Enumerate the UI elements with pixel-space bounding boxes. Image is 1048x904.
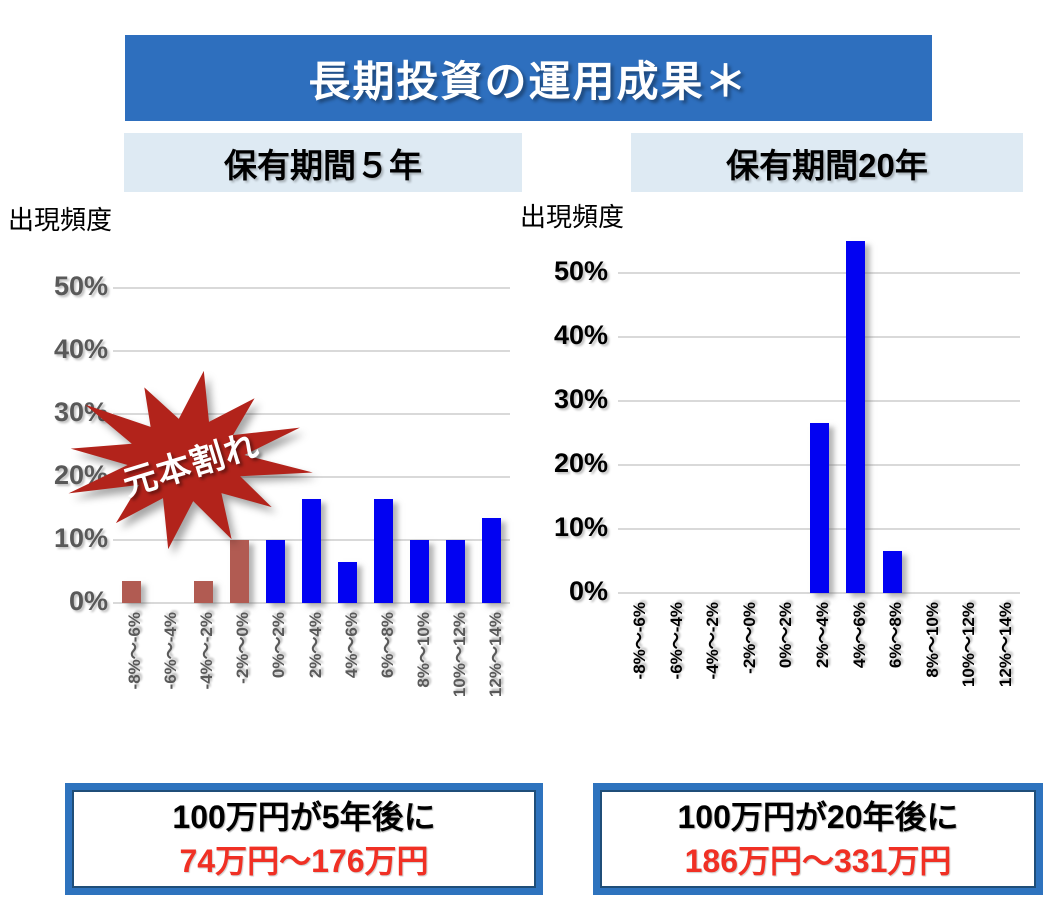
- title-banner: 長期投資の運用成果＊: [125, 35, 932, 121]
- starburst-shape: [68, 370, 313, 550]
- x-tick-label: -6%〜-4%: [666, 602, 686, 680]
- x-tick-label: 2%〜4%: [813, 602, 832, 669]
- gridline: [618, 336, 1020, 338]
- result-box-20yr: 100万円が20年後に 186万円〜331万円: [593, 783, 1043, 895]
- bar: [846, 241, 866, 593]
- y-tick-label: 0%: [568, 576, 608, 606]
- bar: [809, 423, 829, 593]
- bar: [338, 562, 358, 603]
- x-tick-label: 4%〜6%: [849, 602, 869, 669]
- y-tick-label: 20%: [553, 448, 608, 478]
- y-axis-title-5yr: 出現頻度: [8, 205, 113, 235]
- gridline: [113, 602, 510, 604]
- starburst-badge: [68, 370, 313, 550]
- x-tick-label: 12%〜14%: [995, 602, 1015, 688]
- gridline: [618, 400, 1020, 402]
- result-box-5yr: 100万円が5年後に 74万円〜176万円: [65, 783, 543, 895]
- bar: [229, 540, 249, 603]
- bar: [302, 499, 321, 603]
- bar: [265, 540, 285, 603]
- gridline: [618, 592, 1020, 594]
- x-tick-label: -2%〜0%: [739, 602, 759, 674]
- result-20yr-range: 186万円〜331万円: [684, 842, 952, 879]
- y-tick-label: 50%: [553, 256, 608, 286]
- result-5yr-range: 74万円〜176万円: [179, 842, 429, 879]
- y-tick-label: 50%: [53, 271, 108, 301]
- gridline: [113, 350, 510, 352]
- x-tick-label: 6%〜8%: [886, 602, 906, 669]
- bar: [374, 499, 394, 603]
- y-tick-label: 10%: [53, 523, 108, 553]
- bar: [193, 580, 213, 603]
- gridline: [113, 476, 510, 478]
- bar: [882, 551, 902, 593]
- bar: [121, 580, 141, 603]
- gridline: [113, 413, 510, 415]
- gridline: [113, 287, 510, 289]
- page-title: 長期投資の運用成果＊: [308, 57, 749, 105]
- y-axis-title-20yr: 出現頻度: [520, 202, 625, 232]
- y-tick-label: 10%: [553, 512, 608, 542]
- y-tick-label: 40%: [553, 320, 608, 350]
- gridline: [618, 272, 1020, 274]
- x-tick-label: 10%〜12%: [959, 602, 979, 688]
- y-tick-label: 40%: [53, 334, 108, 364]
- y-tick-label: 30%: [553, 384, 608, 414]
- subtitle-5yr: 保有期間５年: [124, 133, 522, 192]
- result-20yr-caption: 100万円が20年後に: [677, 799, 959, 836]
- x-tick-label: 0%〜2%: [776, 602, 796, 669]
- bar: [410, 540, 430, 603]
- x-tick-label: -4%〜-2%: [703, 602, 723, 680]
- x-tick-label: -8%〜-6%: [630, 602, 650, 680]
- result-5yr-caption: 100万円が5年後に: [172, 799, 436, 836]
- x-tick-label: 8%〜10%: [922, 602, 942, 678]
- y-tick-label: 0%: [68, 586, 108, 616]
- bar: [446, 540, 466, 603]
- subtitle-20yr: 保有期間20年: [631, 133, 1023, 192]
- bar: [482, 517, 502, 603]
